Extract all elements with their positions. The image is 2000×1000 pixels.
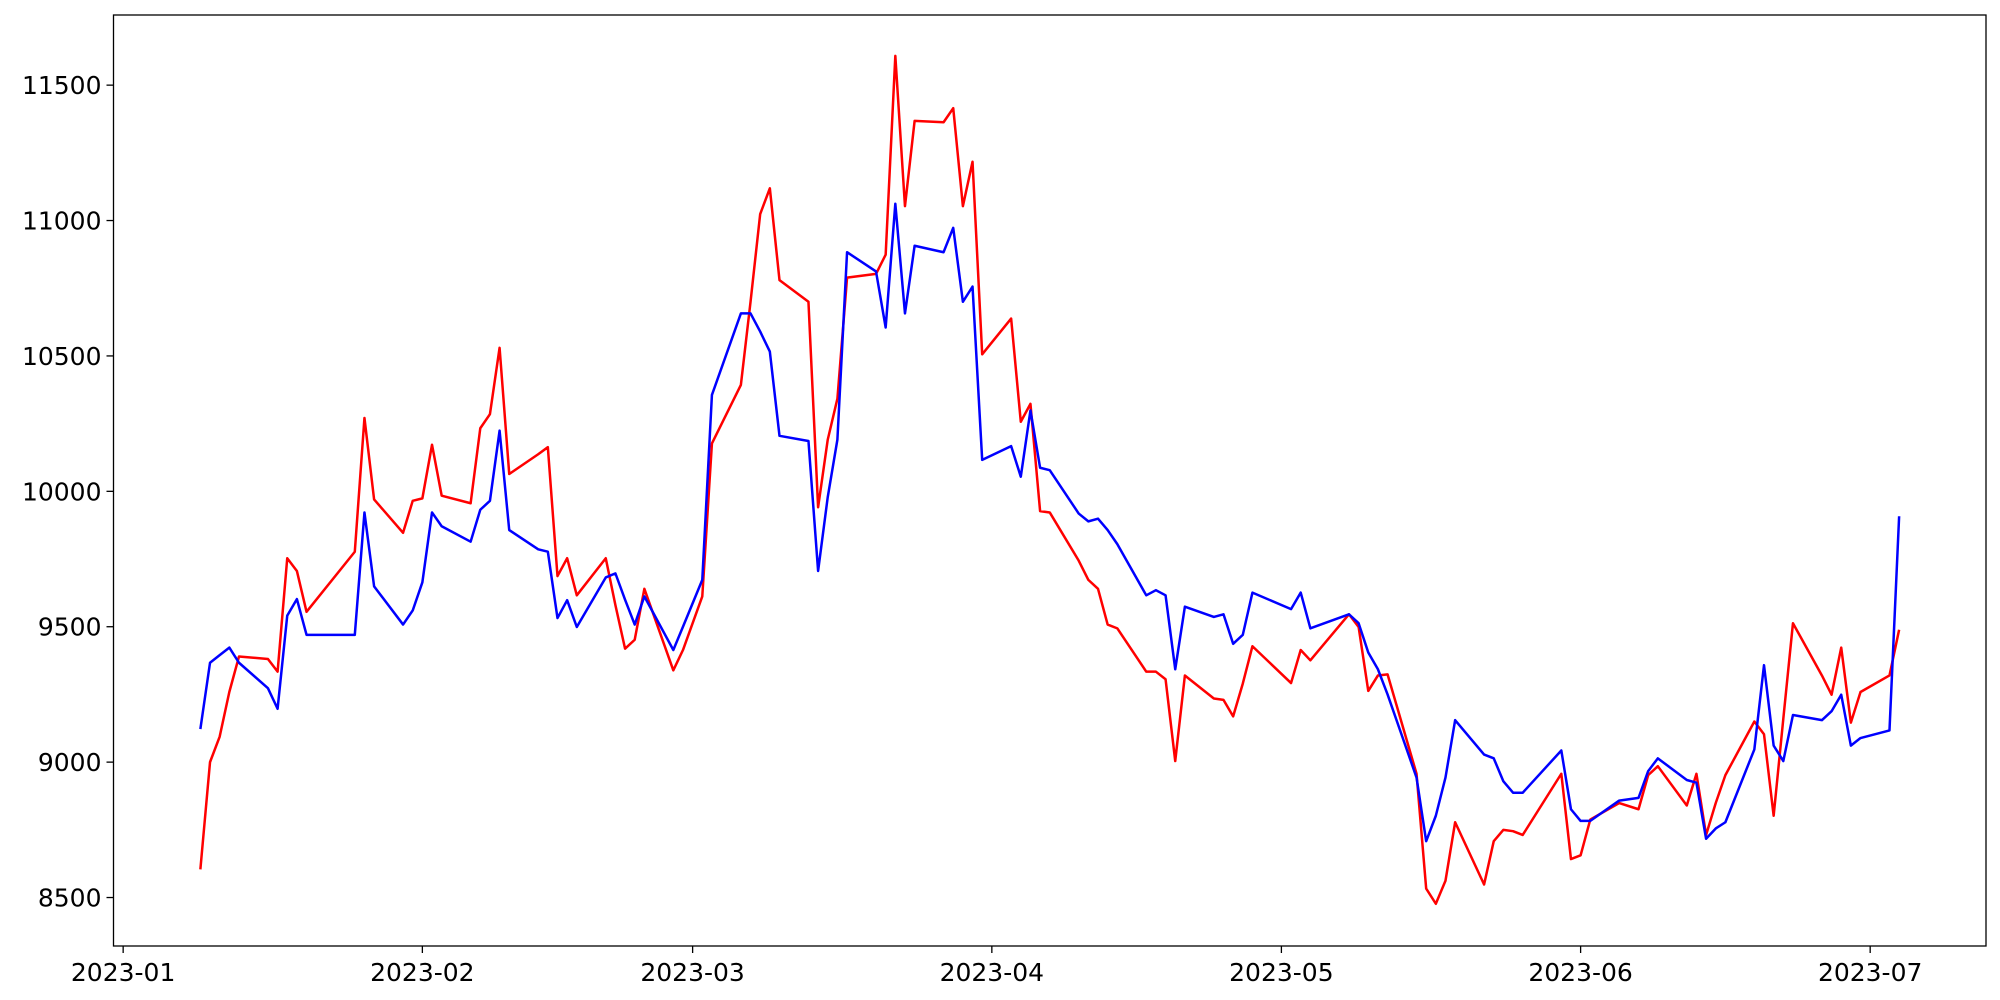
x-tick-label: 2023-07 (1818, 958, 1922, 987)
x-tick-label: 2023-03 (640, 958, 744, 987)
y-tick-label: 9000 (38, 748, 102, 777)
y-tick-label: 10500 (22, 342, 102, 371)
x-tick-label: 2023-01 (71, 958, 175, 987)
x-tick-label: 2023-05 (1229, 958, 1333, 987)
x-tick-label: 2023-04 (940, 958, 1044, 987)
line-series (199, 202, 1901, 843)
x-tick-label: 2023-06 (1528, 958, 1632, 987)
x-tick-label: 2023-02 (370, 958, 474, 987)
y-tick-label: 11000 (22, 207, 102, 236)
y-tick-label: 11500 (22, 71, 102, 100)
y-tick-label: 10000 (22, 477, 102, 506)
y-tick-label: 8500 (38, 884, 102, 913)
y-tick-label: 9500 (38, 613, 102, 642)
line-series (199, 54, 1901, 906)
plot-frame (112, 14, 1987, 947)
